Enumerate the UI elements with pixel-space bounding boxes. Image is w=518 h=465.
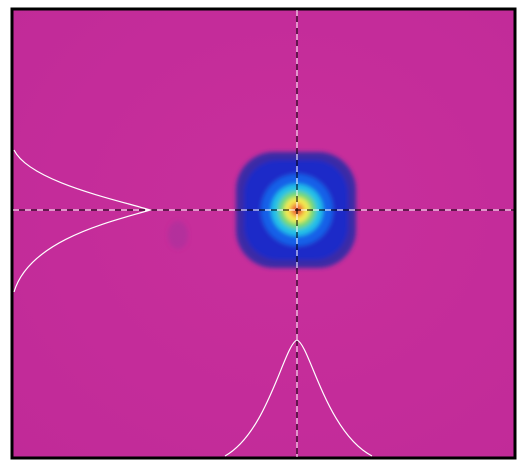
vertical-profile-curve bbox=[13, 149, 153, 293]
faint-spot bbox=[168, 221, 188, 249]
horizontal-profile-curve bbox=[224, 339, 373, 457]
crosshair bbox=[13, 10, 514, 457]
